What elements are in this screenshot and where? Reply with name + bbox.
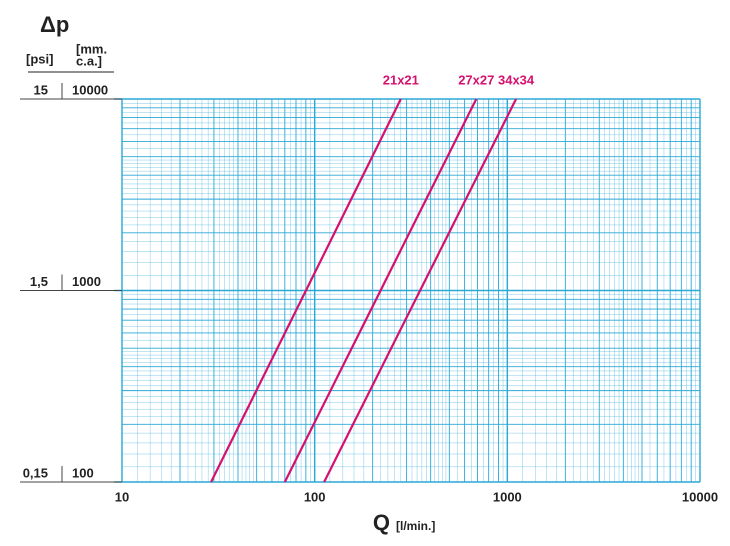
y-tick-label: 1000	[72, 274, 101, 289]
x-axis-label: Q	[373, 510, 390, 535]
series-line	[323, 98, 518, 483]
x-tick-label: 10000	[682, 489, 718, 504]
x-axis-unit: [l/min.]	[396, 519, 435, 533]
x-tick-label: 10	[115, 489, 129, 504]
series-label: 21x21	[383, 72, 419, 87]
y2-axis-label: [mm.	[76, 41, 107, 56]
series-line	[210, 98, 402, 483]
y2-axis-label: c.a.]	[76, 53, 102, 68]
y-tick-label: 10000	[72, 82, 108, 97]
chart-title: Δp	[40, 12, 69, 37]
y2-tick-label: 1,5	[30, 274, 48, 289]
y-axis-label: [psi]	[26, 51, 53, 66]
y2-tick-label: 15	[34, 82, 48, 97]
series-line	[283, 98, 478, 483]
series-label: 34x34	[498, 72, 535, 87]
y-tick-label: 100	[72, 465, 94, 480]
series-label: 27x27	[458, 72, 494, 87]
y2-tick-label: 0,15	[23, 465, 48, 480]
x-tick-label: 100	[304, 489, 326, 504]
x-tick-label: 1000	[493, 489, 522, 504]
